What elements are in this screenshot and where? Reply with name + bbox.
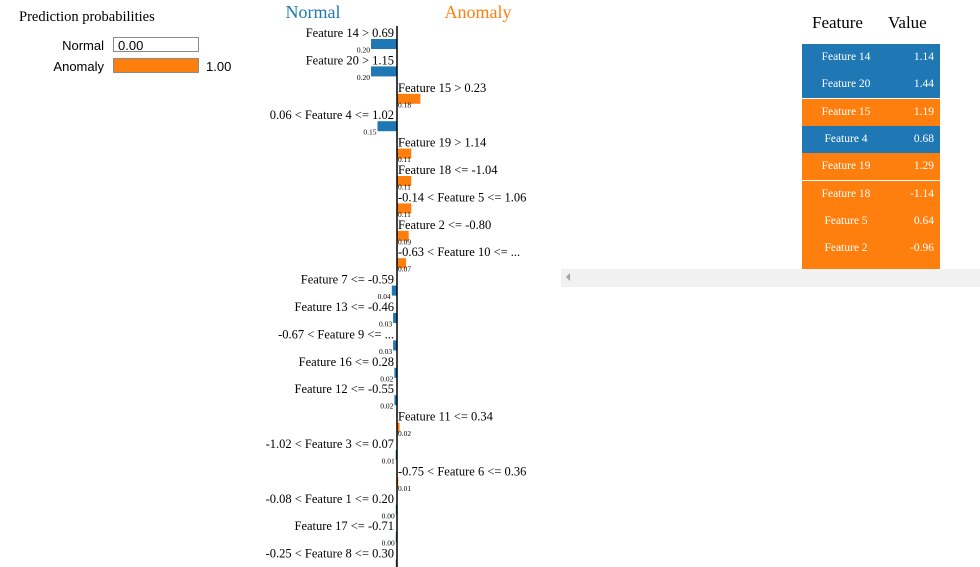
weight-bar: [371, 39, 397, 49]
weight-value-label: 0.03: [379, 320, 392, 329]
weight-value-label: 0.04: [378, 292, 391, 301]
feature-name-cell: Feature 19: [821, 160, 871, 173]
feature-condition-label: Feature 7 <= -0.59: [301, 273, 394, 287]
column-header-value: Value: [888, 13, 927, 32]
feature-condition-label: -0.14 < Feature 5 <= 1.06: [398, 190, 526, 204]
feature-condition-label: Feature 17 <= -0.71: [295, 519, 395, 533]
feature-condition-label: -0.75 < Feature 6 <= 0.36: [398, 464, 526, 478]
weight-value-label: 0.00: [382, 511, 395, 520]
weight-bar: [397, 203, 412, 214]
feature-value-cell: -1.14: [910, 187, 934, 200]
horizontal-scrollbar[interactable]: [561, 269, 980, 287]
weight-value-label: 0.20: [357, 46, 370, 55]
weight-bar: [371, 66, 397, 77]
table-row: Feature 2 -0.96: [802, 235, 940, 263]
table-row: Feature 5 0.64: [802, 207, 940, 235]
feature-weight-chart: Normal Anomaly Feature 14 > 0.690.20Feat…: [266, 2, 526, 567]
weight-value-label: 0.09: [398, 237, 411, 246]
feature-condition-label: Feature 19 > 1.14: [398, 136, 487, 150]
feature-name-cell: Feature 18: [821, 187, 871, 200]
weight-bar: [397, 148, 412, 159]
class-label-normal: Normal: [286, 2, 341, 22]
table-row: Feature 14 1.14: [802, 44, 940, 71]
feature-condition-label: Feature 11 <= 0.34: [398, 410, 494, 424]
weight-value-label: 0.02: [380, 402, 393, 411]
feature-name-cell: Feature 4: [824, 132, 868, 145]
feature-condition-label: -0.63 < Feature 10 <= ...: [398, 245, 520, 259]
weight-value-label: 0.02: [380, 374, 393, 383]
feature-condition-label: Feature 12 <= -0.55: [295, 382, 395, 396]
weight-value-label: 0.11: [398, 183, 411, 192]
weight-bar: [397, 258, 407, 269]
probability-value: 0.00: [118, 38, 144, 53]
feature-value-cell: 1.14: [913, 51, 934, 63]
feature-value-cell: 1.19: [913, 105, 934, 118]
feature-condition-label: Feature 13 <= -0.46: [295, 300, 395, 314]
weight-value-label: 0.07: [398, 265, 411, 274]
feature-condition-label: Feature 2 <= -0.80: [398, 218, 491, 232]
feature-condition-label: -0.25 < Feature 8 <= 0.30: [266, 547, 394, 561]
feature-condition-label: -1.02 < Feature 3 <= 0.07: [266, 437, 394, 451]
feature-condition-label: Feature 16 <= 0.28: [299, 355, 394, 369]
weight-bar: [394, 367, 397, 378]
column-header-feature: Feature: [812, 13, 863, 32]
feature-condition-label: -0.67 < Feature 9 <= ...: [278, 327, 394, 341]
feature-condition-label: Feature 14 > 0.69: [306, 26, 394, 40]
probability-label: Normal: [62, 38, 104, 53]
probability-bar: 0.00: [113, 37, 199, 53]
weight-value-label: 0.18: [398, 100, 411, 109]
weight-bar: [397, 422, 400, 433]
feature-condition-label: Feature 15 > 0.23: [398, 81, 486, 95]
weight-bar: [397, 230, 409, 241]
weight-bar: [394, 395, 397, 406]
class-label-anomaly: Anomaly: [445, 2, 512, 22]
scroll-left-arrow-icon[interactable]: [566, 273, 570, 281]
weight-value-label: 0.01: [382, 457, 395, 466]
table-row: Feature 4 0.68: [802, 125, 940, 153]
feature-value-cell: 1.44: [913, 78, 934, 91]
weight-value-label: 0.00: [382, 539, 395, 548]
table-row: Feature 19 1.29: [802, 153, 940, 181]
weight-value-label: 0.11: [398, 210, 411, 219]
weight-value-label: 0.01: [398, 484, 411, 493]
feature-name-cell: Feature 2: [824, 242, 868, 255]
probability-fill: [114, 59, 198, 72]
feature-condition-label: Feature 18 <= -1.04: [398, 163, 498, 177]
feature-condition-label: -0.08 < Feature 1 <= 0.20: [266, 492, 394, 506]
feature-name-cell: Feature 5: [824, 214, 868, 227]
weight-bar: [391, 285, 397, 296]
weight-value-label: 0.15: [363, 128, 376, 137]
weight-value-label: 0.02: [398, 429, 411, 438]
feature-value-cell: 1.29: [913, 160, 934, 173]
weight-bar: [397, 176, 412, 186]
probability-value: 1.00: [206, 59, 232, 74]
weight-bar: [393, 340, 397, 351]
probability-bar: [113, 58, 199, 73]
prediction-probabilities-title: Prediction probabilities: [19, 9, 155, 25]
weight-value-label: 0.20: [357, 73, 370, 82]
probability-label: Anomaly: [53, 59, 104, 74]
table-row: Feature 20 1.44: [802, 71, 940, 99]
feature-condition-label: Feature 20 > 1.15: [306, 53, 394, 67]
feature-name-cell: Feature 15: [821, 105, 871, 118]
feature-value-cell: 0.68: [913, 132, 934, 145]
weight-bar: [393, 313, 397, 323]
weight-bar: [397, 93, 421, 104]
feature-value-cell: -0.96: [910, 242, 934, 255]
table-row-partial: [802, 262, 940, 271]
feature-value-cell: 0.64: [913, 214, 934, 227]
weight-value-label: 0.11: [398, 155, 411, 164]
feature-name-cell: Feature 20: [821, 78, 871, 91]
weight-bar: [377, 121, 397, 132]
feature-name-cell: Feature 14: [821, 51, 871, 63]
table-row: Feature 15 1.19: [802, 98, 940, 126]
weight-value-label: 0.03: [379, 347, 392, 356]
feature-condition-label: 0.06 < Feature 4 <= 1.02: [270, 108, 394, 122]
table-row: Feature 18 -1.14: [802, 180, 940, 208]
